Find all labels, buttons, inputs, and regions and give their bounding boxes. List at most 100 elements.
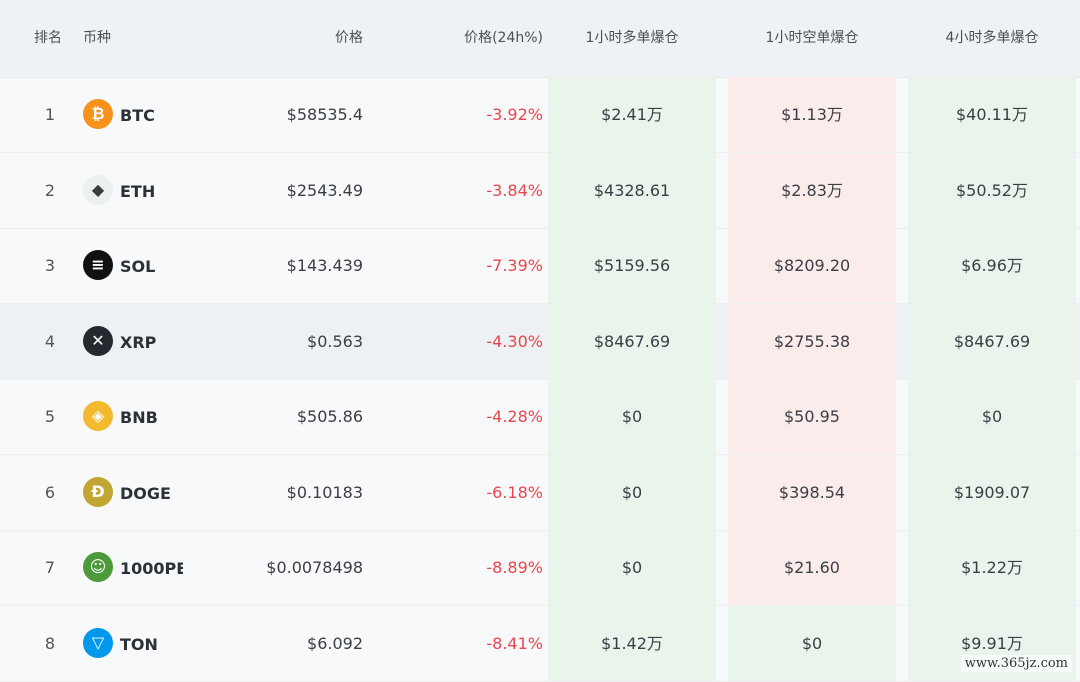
coin-cell[interactable]: ≡ SOL	[83, 228, 183, 303]
long-liquidation-4h-cell: $0	[981, 407, 1003, 426]
long-liquidation-4h-cell: $6.96万	[961, 256, 1023, 275]
cell-highlight	[548, 153, 716, 228]
rank-cell: 1	[44, 105, 56, 124]
price-cell: $58535.4	[286, 105, 363, 124]
rank-cell: 6	[44, 483, 56, 502]
change-24h-cell: -8.89%	[486, 558, 543, 577]
coin-cell[interactable]: ₿ BTC	[83, 77, 183, 152]
short-liquidation-1h-cell: $2.83万	[781, 181, 843, 200]
doge-icon: Ð	[83, 476, 113, 507]
header-coin[interactable]: 币种	[83, 30, 111, 46]
short-liquidation-1h-cell: $8209.20	[773, 256, 851, 275]
long-liquidation-1h-cell: $4328.61	[593, 181, 671, 200]
price-cell: $0.10183	[286, 483, 363, 502]
change-24h-cell: -4.28%	[486, 407, 543, 426]
cell-highlight	[728, 228, 896, 303]
bnb-icon: ◈	[83, 400, 113, 431]
coin-symbol: TON	[120, 635, 158, 654]
coin-symbol: BNB	[120, 408, 158, 427]
change-24h-cell: -7.39%	[486, 256, 543, 275]
table-row[interactable]: 8 ▽ TON $6.092 -8.41% $1.42万 $0 $9.91万	[0, 606, 1080, 682]
rank-cell: 4	[44, 332, 56, 351]
long-liquidation-4h-cell: $8467.69	[953, 332, 1031, 351]
coin-cell[interactable]: ◈ BNB	[83, 379, 183, 454]
long-liquidation-4h-cell: $1.22万	[961, 558, 1023, 577]
price-cell: $0.0078498	[266, 558, 363, 577]
coin-symbol: XRP	[120, 333, 157, 352]
cell-highlight	[548, 455, 716, 530]
bitcoin-icon: ₿	[83, 98, 113, 129]
cell-highlight	[548, 606, 716, 681]
long-liquidation-4h-cell: $9.91万	[961, 634, 1023, 653]
long-liquidation-4h-cell: $50.52万	[956, 181, 1028, 200]
change-24h-cell: -8.41%	[486, 634, 543, 653]
change-24h-cell: -4.30%	[486, 332, 543, 351]
header-long-4h[interactable]: 4小时多单爆仓	[945, 30, 1039, 46]
table-header: 排名 币种 价格 价格(24h%) 1小时多单爆仓 1小时空单爆仓 4小时多单爆…	[0, 0, 1080, 78]
header-long-1h[interactable]: 1小时多单爆仓	[585, 30, 679, 46]
price-cell: $6.092	[307, 634, 363, 653]
coin-symbol: BTC	[120, 106, 155, 125]
cell-highlight	[728, 153, 896, 228]
cell-highlight	[728, 606, 896, 681]
header-rank[interactable]: 排名	[34, 30, 62, 46]
coin-symbol: 1000PEPE	[120, 559, 183, 578]
coin-cell[interactable]: ◆ ETH	[83, 153, 183, 228]
long-liquidation-4h-cell: $40.11万	[956, 105, 1028, 124]
coin-cell[interactable]: Ð DOGE	[83, 455, 183, 530]
coin-cell[interactable]: ✕ XRP	[83, 304, 183, 379]
change-24h-cell: -6.18%	[486, 483, 543, 502]
long-liquidation-1h-cell: $1.42万	[601, 634, 663, 653]
rank-cell: 3	[44, 256, 56, 275]
change-24h-cell: -3.92%	[486, 105, 543, 124]
xrp-icon: ✕	[83, 325, 113, 356]
change-24h-cell: -3.84%	[486, 181, 543, 200]
table-row[interactable]: 5 ◈ BNB $505.86 -4.28% $0 $50.95 $0	[0, 379, 1080, 455]
cell-highlight	[548, 77, 716, 152]
rank-cell: 8	[44, 634, 56, 653]
rank-cell: 2	[44, 181, 56, 200]
cell-highlight	[908, 379, 1076, 454]
price-cell: $2543.49	[286, 181, 363, 200]
cell-highlight	[728, 304, 896, 379]
coin-symbol: SOL	[120, 257, 156, 276]
short-liquidation-1h-cell: $2755.38	[773, 332, 851, 351]
rank-cell: 7	[44, 558, 56, 577]
price-cell: $0.563	[307, 332, 363, 351]
table-row[interactable]: 2 ◆ ETH $2543.49 -3.84% $4328.61 $2.83万 $50.52万	[0, 153, 1080, 229]
cell-highlight	[548, 530, 716, 605]
table-row[interactable]: 1 ₿ BTC $58535.4 -3.92% $2.41万 $1.13万 $40.11万	[0, 77, 1080, 153]
short-liquidation-1h-cell: $50.95	[784, 407, 840, 426]
cell-highlight	[728, 530, 896, 605]
cell-highlight	[728, 379, 896, 454]
price-cell: $143.439	[286, 256, 363, 275]
coin-symbol: ETH	[120, 182, 156, 201]
cell-highlight	[728, 77, 896, 152]
cell-highlight	[548, 304, 716, 379]
cell-highlight	[908, 530, 1076, 605]
long-liquidation-1h-cell: $0	[621, 483, 643, 502]
short-liquidation-1h-cell: $398.54	[778, 483, 846, 502]
price-cell: $505.86	[296, 407, 363, 426]
cell-highlight	[548, 228, 716, 303]
header-price[interactable]: 价格	[335, 30, 363, 46]
long-liquidation-1h-cell: $0	[621, 407, 643, 426]
long-liquidation-1h-cell: $0	[621, 558, 643, 577]
coin-cell[interactable]: ▽ TON	[83, 606, 183, 681]
cell-highlight	[908, 455, 1076, 530]
short-liquidation-1h-cell: $0	[801, 634, 823, 653]
coin-cell[interactable]: ☺ 1000PEPE	[83, 530, 183, 605]
header-short-1h[interactable]: 1小时空单爆仓	[765, 30, 859, 46]
long-liquidation-4h-cell: $1909.07	[953, 483, 1031, 502]
site-watermark: www.365jz.com	[960, 655, 1072, 672]
header-change-24h[interactable]: 价格(24h%)	[464, 30, 543, 46]
table-row[interactable]: 7 ☺ 1000PEPE $0.0078498 -8.89% $0 $21.60 $1.22万	[0, 530, 1080, 606]
rank-cell: 5	[44, 407, 56, 426]
solana-icon: ≡	[83, 249, 113, 280]
table-row[interactable]: 3 ≡ SOL $143.439 -7.39% $5159.56 $8209.20 $6.96…	[0, 228, 1080, 304]
table-row[interactable]: 4 ✕ XRP $0.563 -4.30% $8467.69 $2755.38 $8467.6…	[0, 304, 1080, 380]
ethereum-icon: ◆	[83, 174, 113, 205]
table-row[interactable]: 6 Ð DOGE $0.10183 -6.18% $0 $398.54 $1909.07	[0, 455, 1080, 531]
cell-highlight	[548, 379, 716, 454]
short-liquidation-1h-cell: $21.60	[784, 558, 840, 577]
